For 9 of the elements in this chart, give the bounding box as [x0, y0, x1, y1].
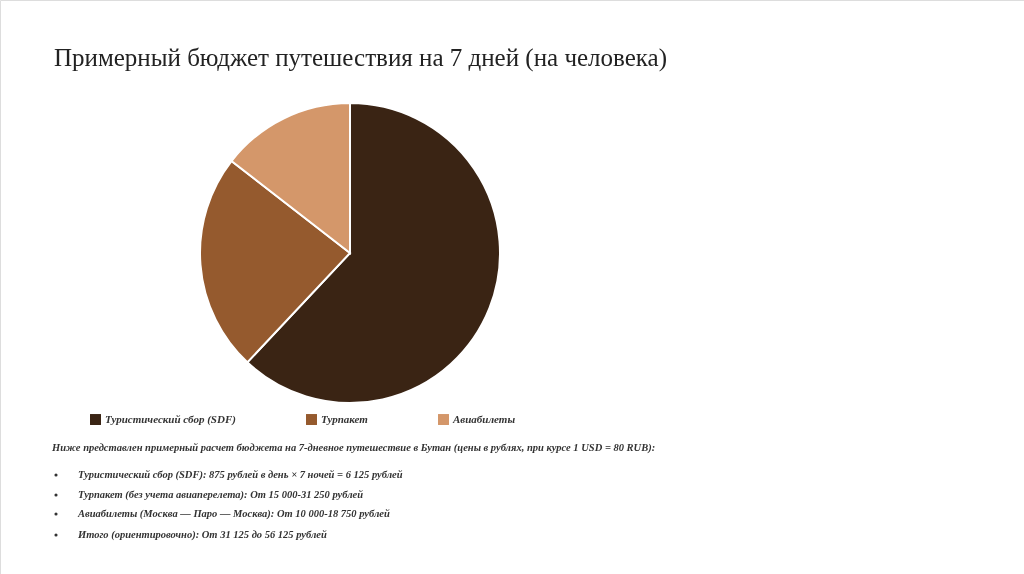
text: Итого (ориентировочно): От 31 125 до 56 125 рублей: [77, 529, 328, 541]
text: Турпакет (без учета авиаперелета): От 15 000-31 250 рублей: [78, 489, 364, 501]
text: Авиабилеты (Москва — Паро — Москва): От 10 000-18 750 рублей: [77, 508, 391, 520]
legend-label: Туристический сбор (SDF): [105, 412, 236, 426]
legend-label: Авиабилеты: [452, 412, 516, 425]
text: Ниже представлен примерный расчет бюджета на 7-дневное путешествие в Бутан (цены в рублях, при курсе 1 USD = 80 RUB):: [51, 442, 656, 454]
text: Туристический сбор (SDF): 875 рублей в день × 7 ночей = 6 125 рублей: [78, 469, 403, 481]
chart-title: Примерный бюджет путешествия на 7 дней (на человека): [54, 44, 667, 72]
legend-label: Турпакет: [321, 412, 369, 425]
